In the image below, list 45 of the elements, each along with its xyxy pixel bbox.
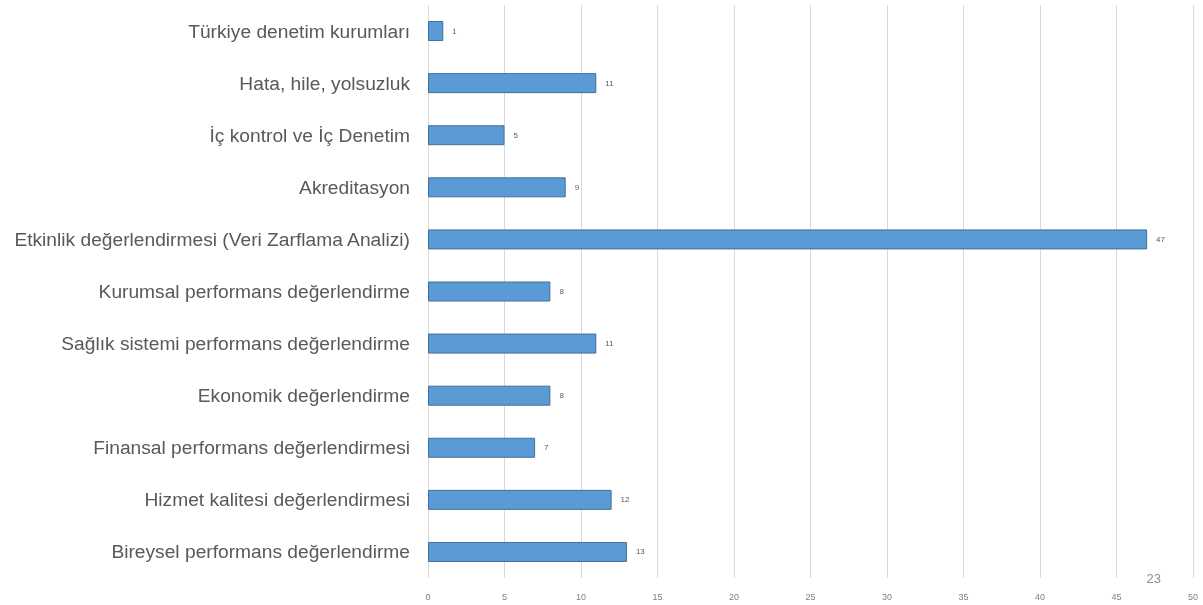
bar bbox=[428, 73, 597, 94]
y-tick-label: Hata, hile, yolsuzluk bbox=[239, 72, 411, 94]
bar bbox=[428, 333, 597, 354]
bar bbox=[428, 541, 627, 562]
x-tick-label: 20 bbox=[728, 591, 740, 602]
y-tick-label: Türkiye denetim kurumları bbox=[188, 20, 410, 42]
data-label: 8 bbox=[559, 287, 565, 296]
x-tick-label: 50 bbox=[1187, 591, 1199, 602]
data-label: 8 bbox=[559, 391, 565, 401]
data-label: 1 bbox=[452, 26, 458, 36]
data-label: 47 bbox=[1156, 234, 1166, 244]
x-tick-label: 5 bbox=[501, 591, 508, 602]
bar bbox=[428, 229, 1148, 250]
annotation: 23 bbox=[1146, 571, 1162, 586]
y-tick-label: Sağlık sistemi performans değerlendirme bbox=[61, 333, 410, 355]
x-tick-label: 45 bbox=[1111, 591, 1122, 602]
x-tick-label: 10 bbox=[575, 591, 587, 602]
y-tick-label: Finansal performans değerlendirmesi bbox=[93, 437, 410, 459]
bar bbox=[428, 281, 551, 302]
data-label: 11 bbox=[605, 339, 615, 349]
data-label: 12 bbox=[620, 495, 631, 505]
x-tick-label: 30 bbox=[881, 591, 893, 602]
bar bbox=[428, 489, 612, 510]
data-label: 11 bbox=[605, 78, 615, 88]
y-tick-label: Akreditasyon bbox=[299, 176, 410, 198]
x-tick-label: 0 bbox=[425, 591, 431, 602]
bar bbox=[428, 385, 551, 406]
bar bbox=[428, 437, 536, 458]
bar bbox=[428, 125, 505, 146]
y-tick-label: Ekonomik değerlendirme bbox=[197, 385, 410, 407]
y-tick-label: İç kontrol ve İç Denetim bbox=[209, 124, 410, 146]
bar bbox=[428, 177, 566, 198]
bar bbox=[428, 21, 444, 42]
y-tick-label: Bireysel performans değerlendirme bbox=[111, 541, 410, 563]
data-label: 13 bbox=[635, 547, 646, 557]
x-tick-label: 35 bbox=[958, 591, 969, 602]
y-tick-label: Kurumsal performans değerlendirme bbox=[98, 281, 410, 302]
x-tick-label: 25 bbox=[805, 591, 816, 602]
x-tick-label: 15 bbox=[652, 591, 663, 602]
y-tick-label: Hizmet kalitesi değerlendirmesi bbox=[144, 489, 410, 511]
data-label: 5 bbox=[513, 130, 519, 140]
data-label: 7 bbox=[544, 443, 550, 453]
y-tick-label: Etkinlik değerlendirmesi (Veri Zarflama Analizi) bbox=[14, 228, 410, 250]
x-tick-label: 40 bbox=[1034, 591, 1046, 602]
data-label: 9 bbox=[574, 182, 580, 192]
